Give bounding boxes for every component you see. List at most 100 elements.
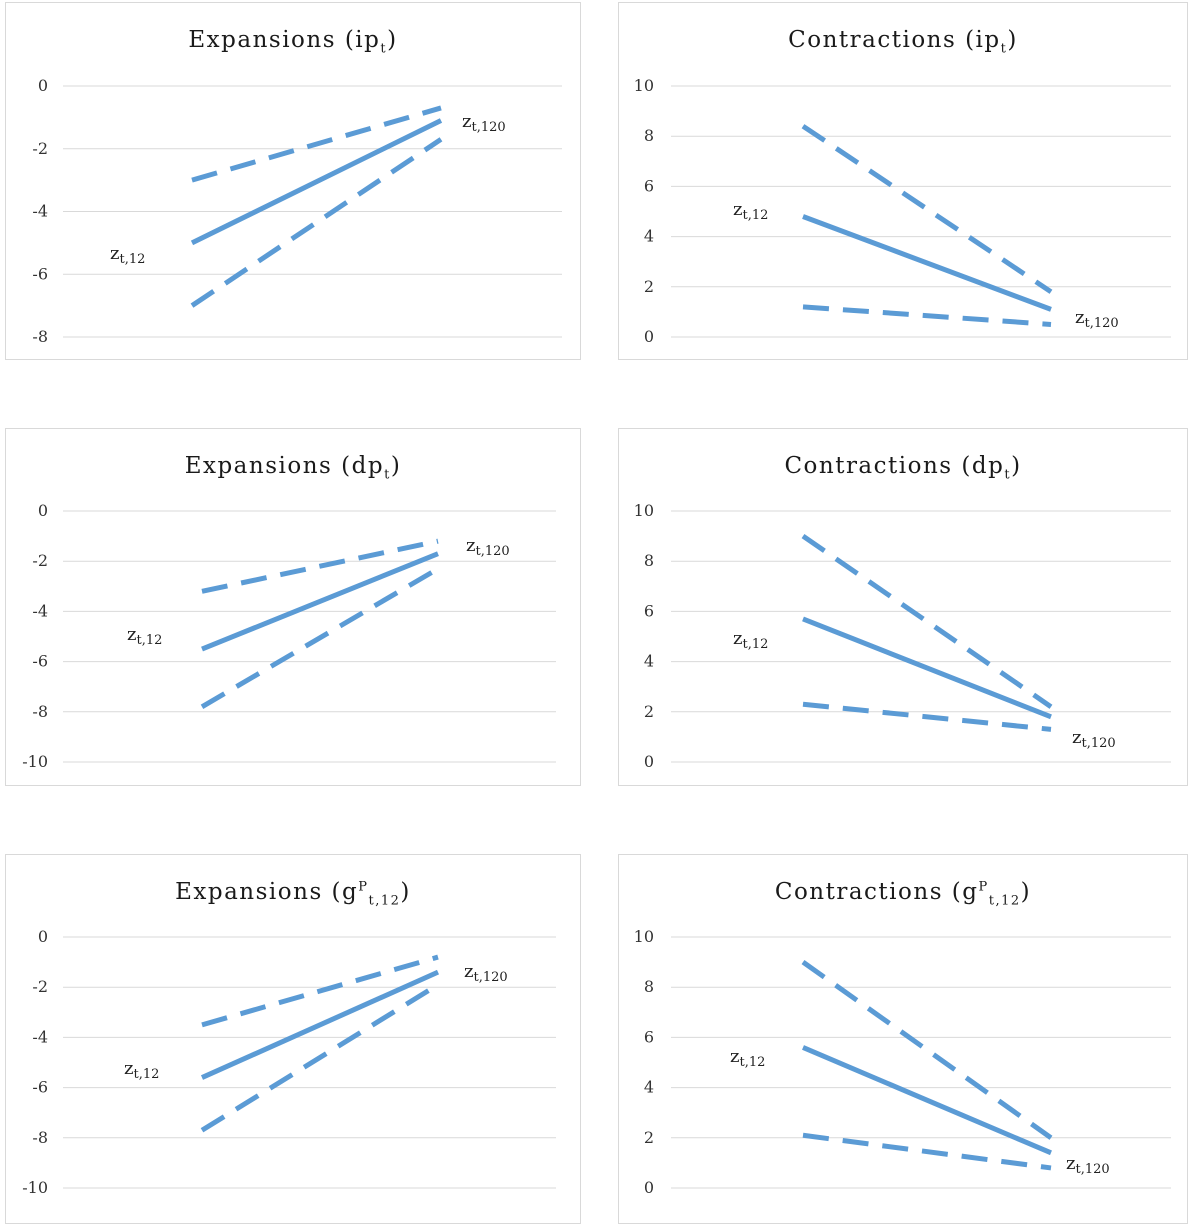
annotation-z-t120: zt,120 [464, 961, 508, 985]
annotation-subscript: t,120 [1084, 316, 1118, 331]
y-tick-label: -10 [22, 752, 48, 771]
annotation-z-t12: zt,12 [127, 624, 162, 648]
annotation-text: z [1072, 727, 1081, 748]
y-tick-label: -10 [22, 1178, 48, 1197]
y-tick-label: -6 [32, 652, 48, 671]
dashed-series-line [802, 304, 1052, 327]
y-tick-label: 6 [644, 1027, 654, 1046]
y-tick-label: 6 [644, 601, 654, 620]
chart-title-superscript: P [358, 879, 369, 895]
annotation-text: z [124, 1058, 133, 1079]
chart-title: Contractions (gPt,12) [619, 879, 1187, 909]
annotation-z-t120: zt,120 [462, 111, 506, 135]
chart-title-main: Expansions (dp [184, 453, 385, 479]
y-tick-label: -2 [32, 139, 48, 158]
solid-series-line [190, 118, 443, 246]
chart-title-main: Expansions (g [175, 879, 359, 905]
solid-series-line [802, 616, 1052, 720]
annotation-text: z [1066, 1153, 1075, 1174]
y-tick-label: 4 [644, 1078, 654, 1097]
annotation-z-t12: zt,12 [733, 199, 768, 223]
chart-title-subscript: t [384, 467, 391, 483]
y-tick-label: -6 [32, 264, 48, 283]
annotation-z-t12: zt,12 [110, 243, 145, 267]
annotation-z-t120: zt,120 [1075, 307, 1119, 331]
solid-series-line [200, 969, 440, 1080]
chart-title-subscript: t,12 [368, 893, 401, 909]
chart-title: Contractions (ipt) [619, 27, 1187, 57]
dashed-series-line [201, 538, 439, 594]
chart-title-main: Contractions (dp [784, 453, 1005, 479]
dashed-series-line [802, 701, 1052, 732]
solid-series-line [201, 551, 439, 652]
annotation-z-t12: zt,12 [730, 1046, 765, 1070]
y-tick-label: 4 [644, 652, 654, 671]
y-tick-label: 2 [644, 277, 654, 296]
y-tick-label: -4 [32, 601, 48, 620]
chart-panel-expansions-ip: Expansions (ipt) 0 -2 -4 -6 -8 zt,12 zt,120 [5, 2, 581, 360]
dashed-series-line [802, 1132, 1052, 1171]
annotation-text: z [110, 243, 119, 264]
annotation-text: z [733, 628, 742, 649]
y-tick-label: 8 [644, 977, 654, 996]
chart-panel-expansions-dp: Expansions (dpt) 0 -2 -4 -6 -8 -10 zt,12 zt,120 [5, 428, 581, 786]
annotation-subscript: t,120 [475, 544, 509, 559]
y-tick-label: -6 [32, 1078, 48, 1097]
chart-title: Expansions (gPt,12) [6, 879, 580, 909]
chart-panel-contractions-dp: Contractions (dpt) 10 8 6 4 2 0 zt,12 zt,120 [618, 428, 1188, 786]
y-tick-label: 0 [644, 327, 654, 346]
chart-title: Contractions (dpt) [619, 453, 1187, 483]
chart-title-end: ) [1020, 879, 1032, 905]
annotation-text: z [462, 111, 471, 132]
chart-title-main: Contractions (ip [788, 27, 1001, 53]
dashed-series-line [801, 534, 1053, 709]
annotation-subscript: t,12 [133, 1067, 159, 1082]
y-tick-label: 0 [644, 752, 654, 771]
y-tick-label: 2 [644, 702, 654, 721]
chart-title-subscript: t,12 [988, 893, 1021, 909]
annotation-text: z [730, 1046, 739, 1067]
annotation-text: z [733, 199, 742, 220]
y-tick-label: -8 [32, 327, 48, 346]
dashed-series-line [801, 960, 1053, 1140]
dashed-series-line [200, 982, 440, 1133]
annotation-subscript: t,120 [1081, 736, 1115, 751]
y-tick-label: -2 [32, 977, 48, 996]
dashed-series-line [191, 105, 442, 183]
chart-title-end: ) [1011, 453, 1022, 479]
annotation-z-t120: zt,120 [466, 535, 510, 559]
annotation-subscript: t,12 [742, 208, 768, 223]
chart-title-subscript: t [1004, 467, 1012, 483]
chart-title-end: ) [390, 453, 402, 479]
annotation-subscript: t,120 [473, 970, 507, 985]
y-tick-label: 0 [38, 76, 48, 95]
chart-panel-contractions-ip: Contractions (ipt) 10 8 6 4 2 0 zt,12 zt,120 [618, 2, 1188, 360]
chart-title-subscript: t [1000, 41, 1008, 57]
solid-series-line [802, 1045, 1052, 1156]
annotation-subscript: t,12 [739, 1055, 765, 1070]
y-tick-label: 6 [644, 176, 654, 195]
y-tick-label: 4 [644, 227, 654, 246]
chart-panel-expansions-gp: Expansions (gPt,12) 0 -2 -4 -6 -8 -10 zt,12 zt,1… [5, 854, 581, 1224]
y-tick-label: 0 [38, 501, 48, 520]
dashed-series-line [201, 954, 439, 1028]
y-tick-label: 0 [38, 927, 48, 946]
chart-title-main: Contractions (g [774, 879, 979, 905]
dashed-series-line [801, 124, 1053, 294]
annotation-text: z [1075, 307, 1084, 328]
solid-series-line [802, 214, 1052, 312]
annotation-z-t120: zt,120 [1066, 1153, 1110, 1177]
annotation-z-t12: zt,12 [733, 628, 768, 652]
annotation-subscript: t,12 [742, 637, 768, 652]
annotation-subscript: t,120 [471, 120, 505, 135]
annotation-z-t120: zt,120 [1072, 727, 1116, 751]
dashed-series-line [190, 137, 443, 308]
y-tick-label: -4 [32, 1027, 48, 1046]
annotation-subscript: t,12 [136, 633, 162, 648]
chart-title-superscript: P [978, 879, 989, 895]
